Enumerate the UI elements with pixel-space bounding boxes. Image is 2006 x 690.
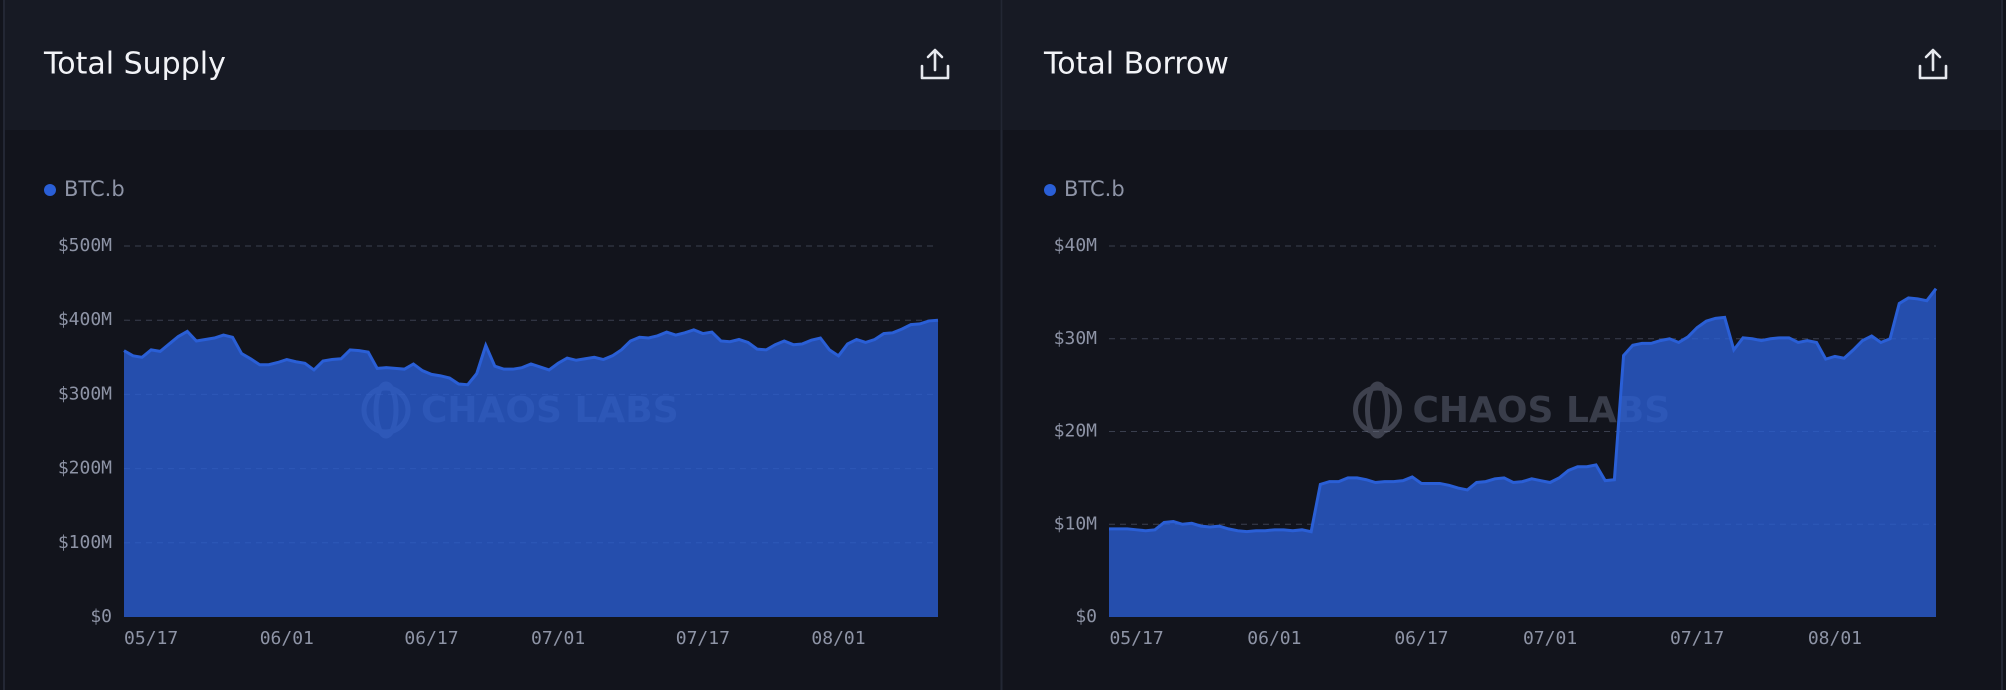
y-tick-label: $200M bbox=[58, 458, 112, 479]
watermark bbox=[1353, 381, 1402, 439]
legend-marker bbox=[44, 184, 56, 196]
export-button[interactable] bbox=[920, 48, 950, 80]
watermark-logo bbox=[1365, 381, 1390, 439]
x-tick-label: 05/17 bbox=[1109, 628, 1163, 649]
chart: Total BorrowBTC.b$0$10M$20M$30M$40MCHAOS… bbox=[1043, 47, 1938, 649]
y-tick-label: $300M bbox=[58, 383, 112, 404]
x-tick-label: 05/17 bbox=[124, 628, 178, 649]
y-tick-label: $10M bbox=[1054, 513, 1098, 534]
area-line bbox=[1109, 287, 1938, 534]
y-tick-label: $40M bbox=[1054, 235, 1098, 256]
export-icon[interactable] bbox=[1918, 64, 1948, 80]
panel-header bbox=[4, 0, 1000, 130]
panel-frame bbox=[3, 0, 2003, 690]
area-fill bbox=[124, 320, 938, 617]
area-line bbox=[123, 318, 939, 387]
x-tick-label: 06/01 bbox=[1247, 628, 1301, 649]
x-tick-label: 06/17 bbox=[404, 628, 458, 649]
legend-marker bbox=[1044, 184, 1056, 196]
export-icon[interactable] bbox=[920, 64, 950, 80]
x-tick-label: 07/01 bbox=[1523, 628, 1577, 649]
legend-label: BTC.b bbox=[1064, 177, 1125, 201]
watermark-logo bbox=[1353, 385, 1402, 435]
y-tick-label: $100M bbox=[58, 532, 112, 553]
x-tick-label: 08/01 bbox=[1808, 628, 1862, 649]
x-tick-label: 07/17 bbox=[1670, 628, 1724, 649]
export-button[interactable] bbox=[1918, 48, 1948, 80]
x-tick-label: 07/01 bbox=[531, 628, 585, 649]
area-fill bbox=[1109, 288, 1936, 617]
chart-title: Total Supply bbox=[43, 47, 226, 82]
chart-title: Total Borrow bbox=[1043, 47, 1229, 82]
x-tick-label: 07/17 bbox=[676, 628, 730, 649]
y-tick-label: $20M bbox=[1054, 421, 1098, 442]
legend-label: BTC.b bbox=[64, 177, 125, 201]
y-tick-label: $0 bbox=[1075, 606, 1097, 627]
y-tick-label: $400M bbox=[58, 309, 112, 330]
y-tick-label: $30M bbox=[1054, 328, 1098, 349]
export-icon[interactable] bbox=[1924, 48, 1942, 72]
x-tick-label: 06/17 bbox=[1394, 628, 1448, 649]
export-icon[interactable] bbox=[926, 48, 944, 72]
x-tick-label: 06/01 bbox=[260, 628, 314, 649]
panel-header bbox=[1003, 0, 2001, 130]
x-tick-label: 08/01 bbox=[811, 628, 865, 649]
y-tick-label: $0 bbox=[90, 606, 112, 627]
chart: Total Supply BTC.b $0 $100M $200M $300M $400M $… bbox=[43, 47, 939, 649]
y-tick-label: $500M bbox=[58, 235, 112, 256]
